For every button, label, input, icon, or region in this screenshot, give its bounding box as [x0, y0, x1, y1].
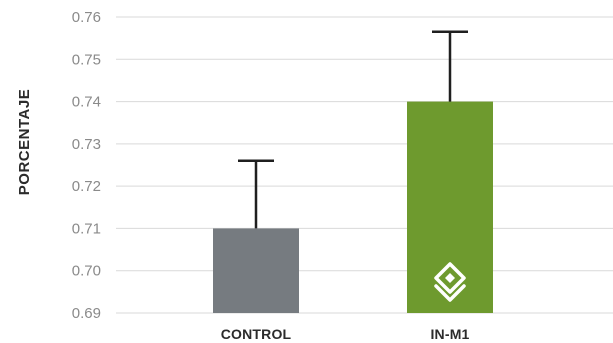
- y-axis-label: PORCENTAJE: [16, 89, 33, 195]
- y-tick-label: 0.73: [72, 136, 101, 153]
- x-category-label: IN-M1: [430, 326, 469, 342]
- bars: [213, 101, 493, 313]
- error-bars: [238, 30, 468, 229]
- error-bar-control: [238, 159, 274, 229]
- y-tick-label: 0.71: [72, 220, 101, 237]
- x-category-label: CONTROL: [221, 326, 292, 342]
- error-bar-in-m1: [432, 30, 468, 102]
- x-category-labels: CONTROL IN-M1: [221, 326, 470, 342]
- y-tick-label: 0.75: [72, 51, 101, 68]
- diamond-logo-icon: [434, 262, 466, 302]
- y-tick-label: 0.69: [72, 305, 101, 322]
- y-tick-labels: 0.69 0.70 0.71 0.72 0.73 0.74 0.75 0.76: [72, 9, 101, 322]
- gridlines: [116, 16, 613, 314]
- bar-control: [213, 228, 299, 313]
- y-tick-label: 0.76: [72, 9, 101, 26]
- y-tick-label: 0.74: [72, 94, 101, 111]
- y-tick-label: 0.70: [72, 263, 101, 280]
- y-tick-label: 0.72: [72, 178, 101, 195]
